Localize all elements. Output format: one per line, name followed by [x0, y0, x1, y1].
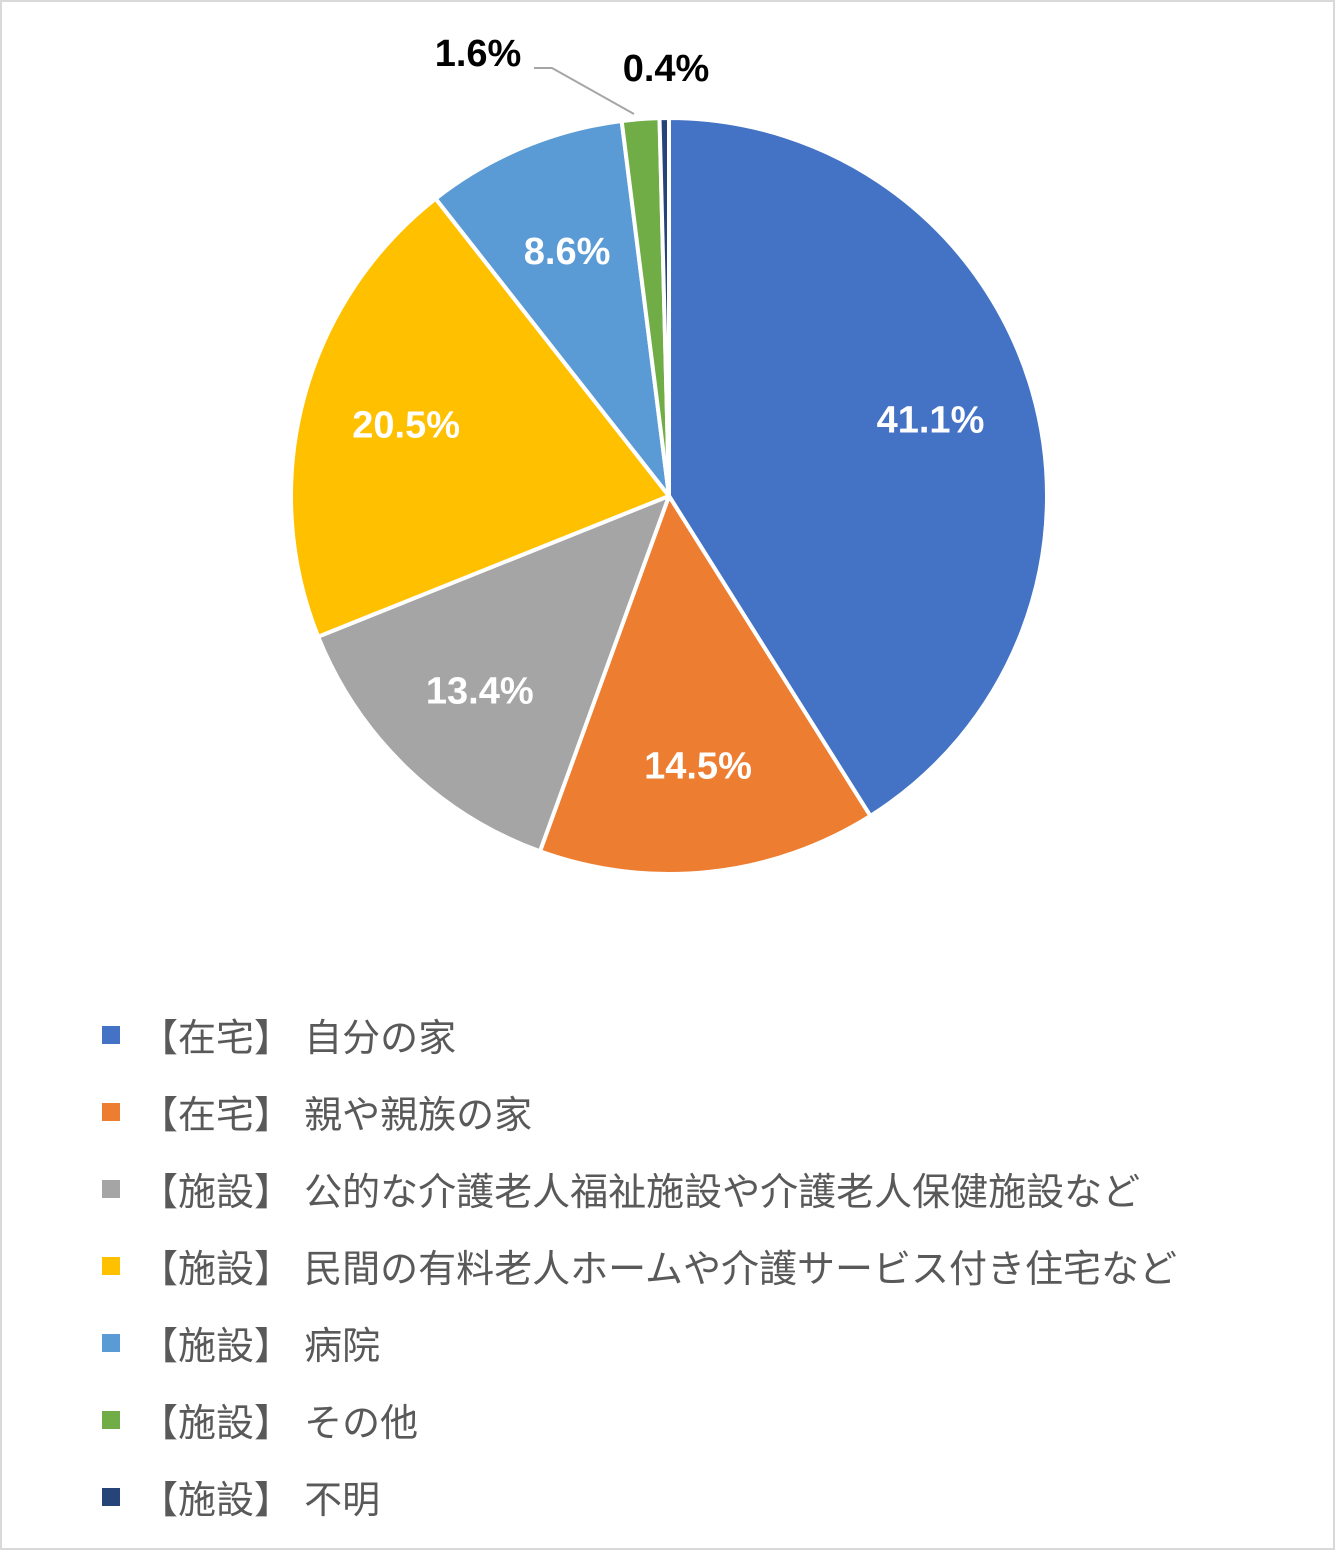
- legend-item: 【施設】 公的な介護老人福祉施設や介護老人保健施設など: [102, 1150, 1302, 1227]
- pie-slice: [537, 494, 873, 876]
- pie-slice: [433, 118, 671, 498]
- slice-data-label: 0.4%: [623, 48, 710, 90]
- legend-label: 【施設】 民間の有料老人ホームや介護サービス付き住宅など: [140, 1247, 1177, 1291]
- legend-item: 【在宅】 親や親族の家: [102, 1073, 1302, 1150]
- legend-item: 【施設】 病院: [102, 1304, 1302, 1381]
- legend-label: 【在宅】 親や親族の家: [140, 1093, 533, 1137]
- legend-label: 【施設】 公的な介護老人福祉施設や介護老人保健施設など: [140, 1170, 1141, 1214]
- legend-label: 【施設】 その他: [140, 1401, 419, 1445]
- pie-slice: [667, 116, 1049, 818]
- legend-swatch: [102, 1487, 120, 1506]
- leader-line: [534, 67, 635, 115]
- pie-slice: [657, 115, 671, 498]
- legend-swatch: [102, 1025, 120, 1044]
- slice-data-label: 1.6%: [435, 33, 522, 75]
- pie-slice: [289, 196, 671, 639]
- legend-item: 【施設】 民間の有料老人ホームや介護サービス付き住宅など: [102, 1227, 1302, 1304]
- slice-data-label: 20.5%: [352, 404, 460, 446]
- slice-data-label: 13.4%: [426, 671, 534, 713]
- legend-swatch: [102, 1256, 120, 1275]
- legend-label: 【施設】 不明: [140, 1478, 381, 1522]
- chart-legend: 【在宅】 自分の家 【在宅】 親や親族の家 【施設】 公的な介護老人福祉施設や介…: [102, 996, 1302, 1535]
- legend-label: 【在宅】 自分の家: [140, 1016, 457, 1060]
- legend-swatch: [102, 1410, 120, 1429]
- slice-data-label: 41.1%: [877, 400, 985, 442]
- legend-swatch: [102, 1179, 120, 1198]
- legend-label: 【施設】 病院: [140, 1324, 381, 1368]
- legend-item: 【在宅】 自分の家: [102, 996, 1302, 1073]
- legend-item: 【施設】 不明: [102, 1458, 1302, 1535]
- legend-swatch: [102, 1333, 120, 1352]
- slice-data-label: 8.6%: [524, 231, 611, 273]
- pie-slice: [316, 494, 671, 854]
- slice-data-label: 14.5%: [644, 746, 752, 788]
- legend-item: 【施設】 その他: [102, 1381, 1302, 1458]
- legend-swatch: [102, 1102, 120, 1121]
